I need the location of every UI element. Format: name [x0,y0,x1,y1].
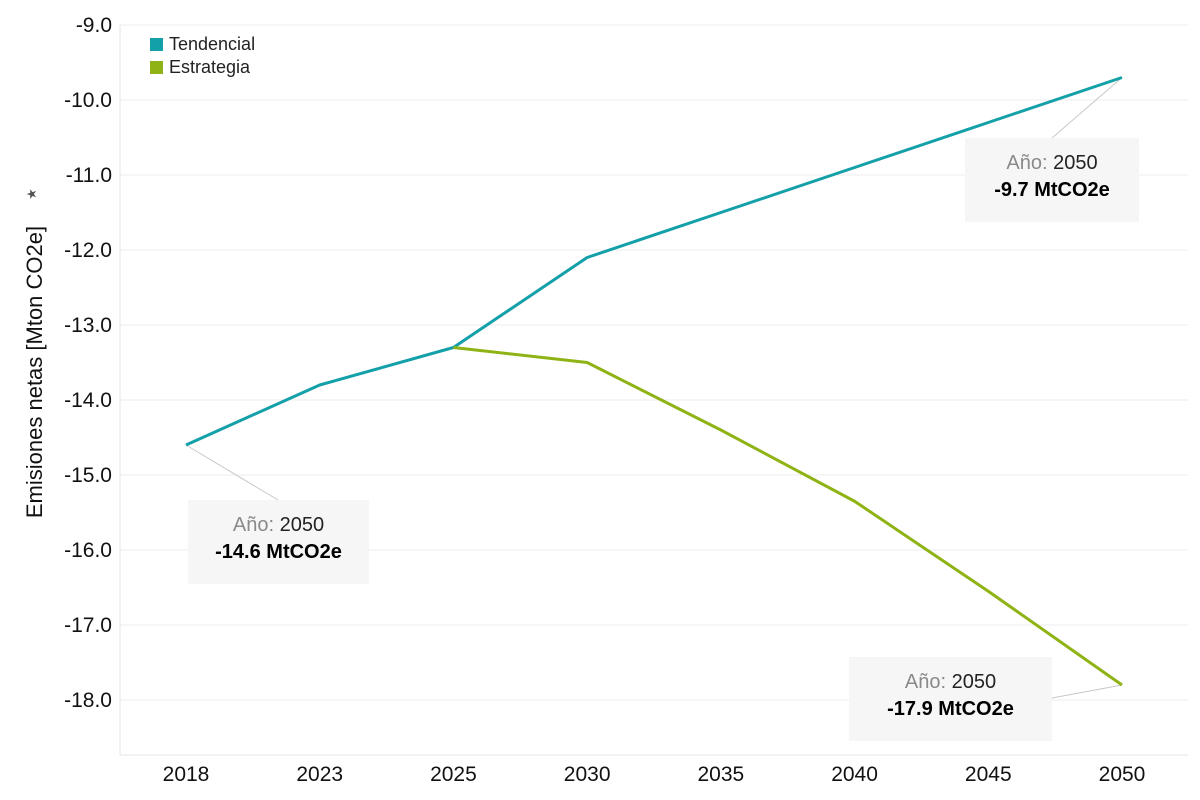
x-axis-ticks: 2018 2023 2025 2030 2035 2040 2045 2050 [163,763,1146,786]
legend-item-estrategia[interactable]: Estrategia [150,56,255,79]
series-line-tendencial [185,76,1123,447]
y-tick-label: -17.0 [64,614,112,637]
tooltip-year: Año: 2050 [1006,152,1098,174]
y-tick-label: -16.0 [64,539,112,562]
pin-icon[interactable]: ★ [23,188,39,200]
series-lines [185,76,1123,687]
y-axis-ticks: -9.0 -10.0 -11.0 -12.0 -13.0 -14.0 -15.0 -16.0 -… [64,14,112,712]
legend-swatch-estrategia [150,61,163,74]
x-tick-label: 2035 [697,763,744,786]
leader-line [185,444,279,501]
x-tick-label: 2050 [1099,763,1146,786]
legend-item-tendencial[interactable]: Tendencial [150,33,255,56]
x-tick-label: 2040 [831,763,878,786]
legend: Tendencial Estrategia [150,33,255,79]
y-tick-label: -10.0 [64,89,112,112]
tooltip-leader-lines [185,77,1123,699]
tooltip-value: -17.9 MtCO2e [887,698,1014,720]
x-tick-label: 2025 [430,763,477,786]
tooltip-value: -14.6 MtCO2e [215,541,342,563]
y-tick-label: -12.0 [64,239,112,262]
tooltip-estrategia-2050: Año: 2050 -17.9 MtCO2e [849,657,1052,741]
x-tick-label: 2023 [296,763,343,786]
tooltip-tendencial-2050: Año: 2050 -9.7 MtCO2e [965,138,1139,222]
tooltip-tendencial-2018: Año: 2050 -14.6 MtCO2e [188,500,369,584]
y-tick-label: -13.0 [64,314,112,337]
x-tick-label: 2030 [564,763,611,786]
legend-swatch-tendencial [150,38,163,51]
tooltip-value: -9.7 MtCO2e [994,179,1110,201]
y-axis-title: Emisiones netas [Mton CO2e] [22,226,47,518]
legend-label-estrategia: Estrategia [169,57,251,77]
leader-line [1051,684,1123,699]
x-tick-label: 2045 [965,763,1012,786]
y-tick-label: -15.0 [64,464,112,487]
y-tick-label: -14.0 [64,389,112,412]
legend-label-tendencial: Tendencial [169,34,256,54]
y-tick-label: -9.0 [76,14,112,37]
tooltip-year: Año: 2050 [904,671,997,693]
tooltip-year: Año: 2050 [232,514,325,536]
y-tick-label: -18.0 [64,689,112,712]
x-tick-label: 2018 [163,763,210,786]
gridlines [119,24,1188,756]
y-tick-label: -11.0 [66,164,112,187]
leader-line [1051,77,1123,139]
series-line-estrategia [453,346,1123,687]
